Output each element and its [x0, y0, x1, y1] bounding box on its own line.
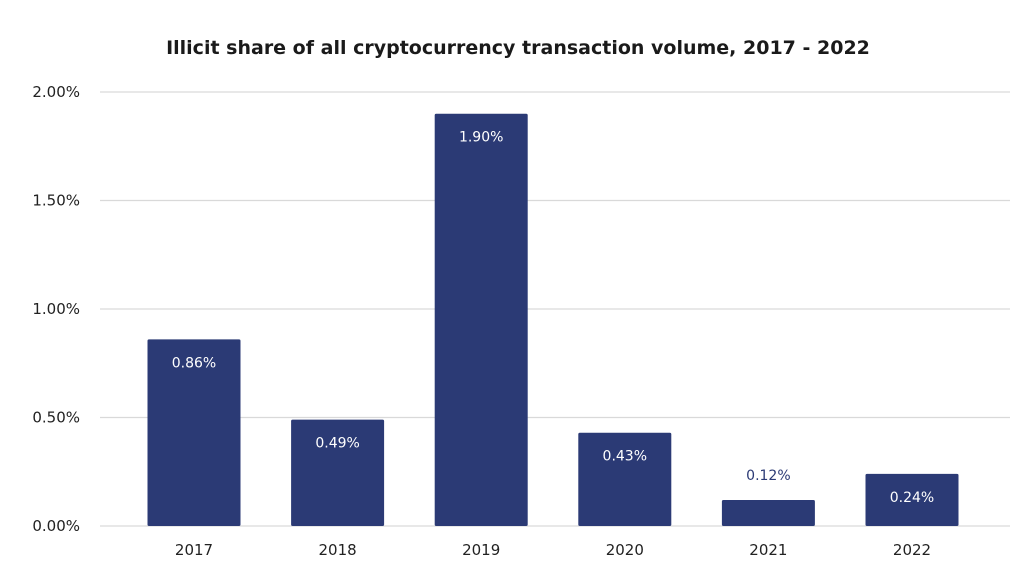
y-tick-label: 1.00%	[32, 300, 80, 318]
x-tick-label: 2019	[462, 541, 500, 559]
bars	[147, 113, 959, 526]
x-axis-ticks: 2017 2018 2019 2020 2021 2022	[175, 541, 931, 559]
y-tick-label: 2.00%	[32, 83, 80, 101]
bar-2019	[434, 113, 528, 526]
data-label: 1.90%	[459, 130, 503, 146]
x-tick-label: 2021	[749, 541, 787, 559]
y-tick-label: 1.50%	[32, 192, 80, 210]
y-tick-label: 0.50%	[32, 409, 80, 427]
bar-2017	[147, 339, 241, 526]
x-tick-label: 2022	[893, 541, 931, 559]
data-label: 0.86%	[172, 355, 216, 371]
y-tick-label: 0.00%	[32, 517, 80, 535]
data-labels: 0.86% 0.49% 1.90% 0.43% 0.12% 0.24%	[172, 130, 934, 506]
bar-2018	[291, 419, 385, 526]
data-label: 0.43%	[603, 449, 647, 465]
gridlines	[100, 91, 1010, 527]
chart-title: Illicit share of all cryptocurrency tran…	[166, 37, 870, 59]
x-tick-label: 2018	[319, 541, 357, 559]
data-label: 0.49%	[315, 436, 359, 452]
y-axis-ticks: 0.00% 0.50% 1.00% 1.50% 2.00%	[32, 83, 80, 535]
bar-2021	[721, 499, 815, 526]
data-label: 0.24%	[890, 490, 934, 506]
bar-2020	[578, 432, 672, 526]
bar-2022	[865, 473, 959, 526]
x-tick-label: 2017	[175, 541, 213, 559]
x-tick-label: 2020	[606, 541, 644, 559]
data-label: 0.12%	[746, 468, 790, 484]
